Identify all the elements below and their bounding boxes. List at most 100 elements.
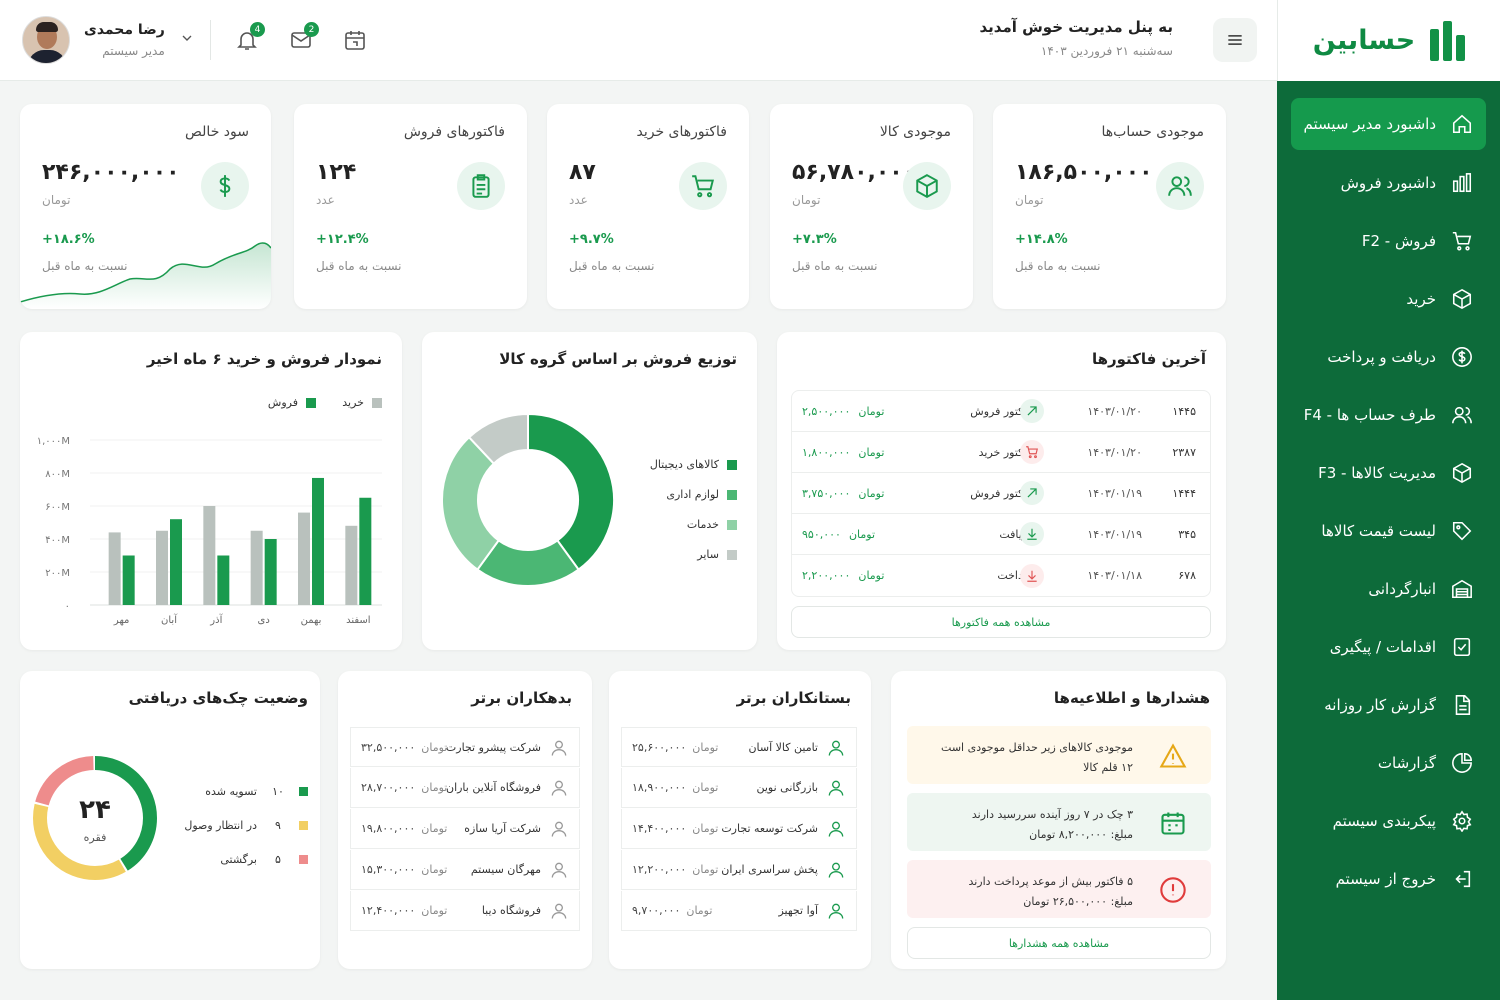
table-row[interactable]: تومان۲,۵۰۰,۰۰۰ فاکتور فروش ۱۴۰۳/۰۱/۲۰ ۱۴…: [792, 391, 1210, 432]
sidebar-item-logout[interactable]: خروج از سیستم: [1291, 850, 1486, 908]
sidebar-item-products[interactable]: F3 - مدیریت کالاها: [1291, 444, 1486, 502]
user-menu[interactable]: رضا محمدی مدیر سیستم: [22, 16, 195, 64]
legend-label: فروش: [267, 396, 298, 409]
legend-item-office: لوازم اداری: [666, 488, 737, 501]
party-name: شرکت توسعه تجارت: [721, 822, 818, 835]
download-icon: [1020, 563, 1044, 588]
donut-slice[interactable]: [467, 412, 529, 465]
stat-unit: عدد: [569, 193, 588, 207]
list-item[interactable]: فروشگاه آنلاین باران تومان۲۸,۷۰۰,۰۰۰: [350, 768, 580, 808]
stat-card-inventory[interactable]: موجودی کالا ۵۶,۷۸۰,۰۰۰ تومان +۷.۳% نسبت …: [770, 104, 973, 309]
list-item[interactable]: شرکت توسعه تجارت تومان۱۴,۴۰۰,۰۰۰: [621, 809, 857, 849]
sidebar-item-receive-pay[interactable]: دریافت و پرداخت: [1291, 328, 1486, 386]
bar-sale[interactable]: [170, 519, 182, 605]
legend-label: لوازم اداری: [666, 488, 719, 501]
party-amount: تومان۱۹,۸۰۰,۰۰۰: [361, 822, 448, 835]
sidebar-item-followup[interactable]: اقدامات / پیگیری: [1291, 618, 1486, 676]
sidebar-item-label: خروج از سیستم: [1335, 870, 1436, 888]
sidebar-item-inventory[interactable]: انبارگردانی: [1291, 560, 1486, 618]
legend-swatch: [372, 397, 382, 408]
view-all-invoices-button[interactable]: مشاهده همه فاکتورها: [791, 606, 1211, 638]
table-row[interactable]: تومان۲,۲۰۰,۰۰۰ پرداخت ۱۴۰۳/۰۱/۱۸ ۶۷۸: [792, 555, 1210, 596]
sidebar-item-label: F2 - فروش: [1361, 232, 1436, 250]
cheques-donut: [33, 756, 157, 880]
calendar-button[interactable]: [343, 28, 367, 52]
notifications-button[interactable]: 4: [235, 22, 265, 52]
table-row[interactable]: تومان۹۵۰,۰۰۰ دریافت ۱۴۰۳/۰۱/۱۹ ۳۴۵: [792, 514, 1210, 555]
sidebar-item-label: لیست قیمت کالاها: [1321, 522, 1436, 540]
stat-card-purchase-invoices[interactable]: فاکتورهای خرید ۸۷ عدد +۹.۷% نسبت به ماه …: [547, 104, 749, 309]
sidebar-item-accounts[interactable]: F4 - طرف حساب ها: [1291, 386, 1486, 444]
alert-low-stock[interactable]: موجودی کالاهای زیر حداقل موجودی است ۱۲ قل…: [907, 726, 1211, 784]
stat-change: +۷.۳%: [792, 232, 837, 247]
list-item[interactable]: آوا تجهیز تومان۹,۷۰۰,۰۰۰: [621, 891, 857, 931]
bar-purchase[interactable]: [345, 525, 358, 605]
sales-purchase-bar-chart: ۰ ۲۰۰M ۴۰۰M ۶۰۰M ۸۰۰M ۱,۰۰۰M مهر آبان آذر دی بهمن ا…: [37, 436, 382, 626]
bar-sale[interactable]: [217, 555, 230, 606]
bar-sale[interactable]: [122, 555, 135, 606]
party-name: تامین کالا آسان: [748, 740, 818, 754]
legend-swatch: [727, 549, 737, 560]
person-icon: [549, 860, 569, 883]
list-item[interactable]: تامین کالا آسان تومان۲۵,۶۰۰,۰۰۰: [621, 727, 857, 767]
sidebar-item-reports[interactable]: گزارشات: [1291, 734, 1486, 792]
party-amount: تومان۱۵,۳۰۰,۰۰۰: [361, 863, 448, 876]
list-item[interactable]: مهرگان سیستم تومان۱۵,۳۰۰,۰۰۰: [350, 850, 580, 890]
x-tick-label: بهمن: [301, 615, 322, 626]
header-icons: 4 2: [210, 20, 367, 60]
legend-swatch: [727, 459, 737, 470]
bar-sale[interactable]: [359, 497, 372, 605]
stat-title: موجودی کالا: [879, 124, 951, 140]
stat-title: موجودی حساب‌ها: [1101, 124, 1205, 140]
x-tick-label: اسفند: [346, 615, 370, 626]
welcome-title: به پنل مدیریت خوش آمدید: [979, 18, 1174, 36]
user-role: مدیر سیستم: [102, 44, 165, 58]
tag-icon: [1450, 519, 1474, 543]
view-all-alerts-button[interactable]: مشاهده همه هشدارها: [907, 927, 1211, 959]
sidebar-item-sales[interactable]: F2 - فروش: [1291, 212, 1486, 270]
list-item[interactable]: فروشگاه دیبا تومان۱۲,۴۰۰,۰۰۰: [350, 891, 580, 931]
x-tick-label: آبان: [161, 613, 178, 626]
stat-card-accounts[interactable]: موجودی حساب‌ها ۱۸۶,۵۰۰,۰۰۰ تومان +۱۴.۸% …: [993, 104, 1226, 309]
sidebar-item-price-list[interactable]: لیست قیمت کالاها: [1291, 502, 1486, 560]
sidebar-item-admin-dashboard[interactable]: داشبورد مدیر سیستم: [1291, 98, 1486, 150]
stat-card-net-profit[interactable]: سود خالص ۲۴۶,۰۰۰,۰۰۰ تومان +۱۸.۶% نسبت ب…: [20, 104, 271, 309]
alert-overdue-invoices[interactable]: ۵ فاکتور بیش از موعد پرداخت دارند مبلغ: ۲…: [907, 860, 1211, 918]
stat-unit: تومان: [1015, 193, 1044, 207]
card-title: بدهکاران برتر: [471, 689, 572, 707]
list-item[interactable]: شرکت پیشرو تجارت تومان۳۲,۵۰۰,۰۰۰: [350, 727, 580, 767]
cheques-total-unit: فقره: [83, 831, 107, 844]
cheque-donut-segment[interactable]: [33, 756, 157, 880]
legend-count: ۵: [275, 853, 281, 866]
party-amount: تومان۲۵,۶۰۰,۰۰۰: [632, 740, 719, 754]
table-row[interactable]: تومان۳,۷۵۰,۰۰۰ فاکتور فروش ۱۴۰۳/۰۱/۱۹ ۱۴…: [792, 473, 1210, 514]
sidebar-item-label: گزارش کار روزانه: [1324, 696, 1436, 714]
bar-sale[interactable]: [264, 539, 277, 605]
sidebar-item-sales-dashboard[interactable]: داشبورد فروش: [1291, 154, 1486, 212]
list-item[interactable]: پخش سراسری ایران تومان۱۲,۲۰۰,۰۰۰: [621, 850, 857, 890]
alert-cheques-due[interactable]: ۳ چک در ۷ روز آینده سررسید دارند مبلغ: ۸,…: [907, 793, 1211, 851]
sidebar-item-settings[interactable]: پیکربندی سیستم: [1291, 792, 1486, 850]
avatar[interactable]: [22, 16, 70, 64]
donut-slice[interactable]: [527, 412, 615, 571]
stat-card-sales-invoices[interactable]: فاکتورهای فروش ۱۲۴ عدد +۱۲.۴% نسبت به ما…: [294, 104, 527, 309]
bar-purchase[interactable]: [108, 532, 121, 605]
logo[interactable]: حسابین: [1277, 0, 1500, 81]
invoice-type: فاکتور فروش: [970, 404, 1032, 418]
list-item[interactable]: بازرگانی نوین تومان۱۸,۹۰۰,۰۰۰: [621, 768, 857, 808]
bar-purchase[interactable]: [203, 506, 216, 605]
bar-purchase[interactable]: [156, 530, 168, 605]
sidebar-item-purchase[interactable]: خرید: [1291, 270, 1486, 328]
chevron-down-icon[interactable]: [179, 30, 195, 50]
sidebar-item-daily-report[interactable]: گزارش کار روزانه: [1291, 676, 1486, 734]
cheque-donut-segment[interactable]: [33, 756, 157, 880]
cube-icon: [903, 162, 951, 210]
messages-button[interactable]: 2: [289, 22, 319, 52]
table-row[interactable]: تومان۱,۸۰۰,۰۰۰ فاکتور خرید ۱۴۰۳/۰۱/۲۰ ۲۳…: [792, 432, 1210, 473]
list-item[interactable]: شرکت آریا سازه تومان۱۹,۸۰۰,۰۰۰: [350, 809, 580, 849]
menu-button[interactable]: [1213, 18, 1257, 62]
bar-purchase[interactable]: [298, 512, 310, 605]
bar-purchase[interactable]: [250, 530, 263, 605]
bar-sale[interactable]: [312, 477, 324, 605]
donut-slice[interactable]: [441, 435, 501, 571]
